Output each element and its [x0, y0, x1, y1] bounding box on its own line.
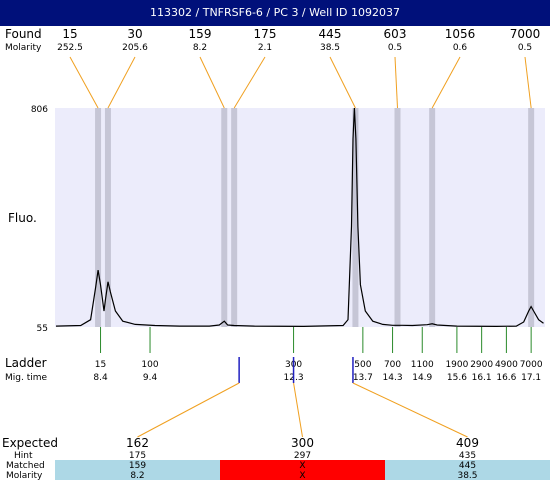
ladder-size-label: 1900	[445, 360, 468, 370]
peak-connector	[233, 56, 266, 109]
peak-connector	[199, 56, 225, 109]
molarity-label: Molarity	[5, 43, 42, 53]
fluo-axis-label: Fluo.	[8, 211, 37, 225]
matched-label: Matched	[6, 461, 45, 471]
ladder-time-label: 14.3	[383, 373, 403, 383]
peak-connector	[524, 56, 532, 109]
hint-value: 175	[129, 451, 146, 461]
peak-band	[221, 108, 228, 327]
ladder-time-label: 16.1	[472, 373, 492, 383]
expected-size-label: 409	[456, 436, 479, 450]
found-molarity-label: 0.5	[518, 43, 532, 53]
molarity-value: 8.2	[130, 471, 144, 480]
matched-cell	[220, 460, 385, 480]
fluorescence-trace	[55, 107, 544, 328]
matched-cell	[55, 460, 220, 480]
molarity-value: 38.5	[457, 471, 477, 480]
ladder-size-label: 500	[354, 360, 371, 370]
y-tick-label-top: 806	[31, 105, 48, 115]
ladder-size-label: 15	[95, 360, 106, 370]
matched-value: X	[299, 461, 305, 471]
expected-size-label: 162	[126, 436, 149, 450]
peak-band	[231, 108, 238, 327]
ladder-time-label: 17.1	[521, 373, 541, 383]
peak-band	[394, 108, 401, 327]
ladder-time-label: 13.7	[353, 373, 373, 383]
peak-band	[429, 108, 436, 327]
found-size-label: 603	[384, 27, 407, 41]
ladder-time-label: 8.4	[93, 373, 108, 383]
found-size-label: 445	[319, 27, 342, 41]
found-size-label: 1056	[445, 27, 476, 41]
ladder-size-label: 100	[141, 360, 158, 370]
found-size-label: 175	[254, 27, 277, 41]
found-size-label: 30	[127, 27, 142, 41]
mig-time-label: Mig. time	[5, 373, 47, 383]
found-molarity-label: 0.6	[453, 43, 468, 53]
found-size-label: 15	[62, 27, 77, 41]
molarity-bottom-label: Molarity	[6, 471, 43, 480]
peak-band	[528, 108, 535, 327]
peak-connector	[431, 56, 461, 109]
hint-value: 297	[294, 451, 311, 461]
chart-title: 113302 / TNFRSF6-6 / PC 3 / Well ID 1092…	[0, 0, 550, 26]
expected-size-label: 300	[291, 436, 314, 450]
expected-connector	[137, 382, 240, 438]
expected-connector	[293, 382, 303, 438]
ladder-label: Ladder	[5, 356, 47, 370]
found-size-label: 7000	[510, 27, 541, 41]
matched-cell	[385, 460, 550, 480]
peak-connector	[69, 56, 99, 109]
matched-value: 445	[459, 461, 476, 471]
peak-connector	[107, 56, 136, 109]
peak-band	[352, 108, 359, 327]
plot-area	[55, 108, 545, 327]
found-molarity-label: 205.6	[122, 43, 148, 53]
hint-label: Hint	[14, 451, 33, 461]
found-label: Found	[5, 27, 42, 41]
ladder-size-label: 700	[384, 360, 401, 370]
ladder-time-label: 14.9	[412, 373, 432, 383]
ladder-size-label: 1100	[411, 360, 434, 370]
peak-connector	[394, 56, 399, 109]
expected-connector	[352, 382, 468, 438]
found-size-label: 159	[189, 27, 212, 41]
ladder-size-label: 7000	[520, 360, 543, 370]
peak-connector	[329, 56, 356, 109]
peak-band	[95, 108, 102, 327]
ladder-size-label: 2900	[470, 360, 493, 370]
ladder-time-label: 15.6	[447, 373, 467, 383]
found-molarity-label: 8.2	[193, 43, 207, 53]
hint-value: 435	[459, 451, 476, 461]
molarity-value: X	[299, 471, 305, 480]
found-molarity-label: 0.5	[388, 43, 402, 53]
found-molarity-label: 38.5	[320, 43, 340, 53]
y-tick-label-bottom: 55	[37, 324, 48, 334]
found-molarity-label: 2.1	[258, 43, 272, 53]
ladder-time-label: 16.6	[496, 373, 516, 383]
matched-value: 159	[129, 461, 146, 471]
ladder-size-label: 4900	[495, 360, 518, 370]
expected-label: Expected	[2, 436, 58, 450]
peak-band	[104, 108, 111, 327]
found-molarity-label: 252.5	[57, 43, 83, 53]
ladder-time-label: 9.4	[143, 373, 158, 383]
